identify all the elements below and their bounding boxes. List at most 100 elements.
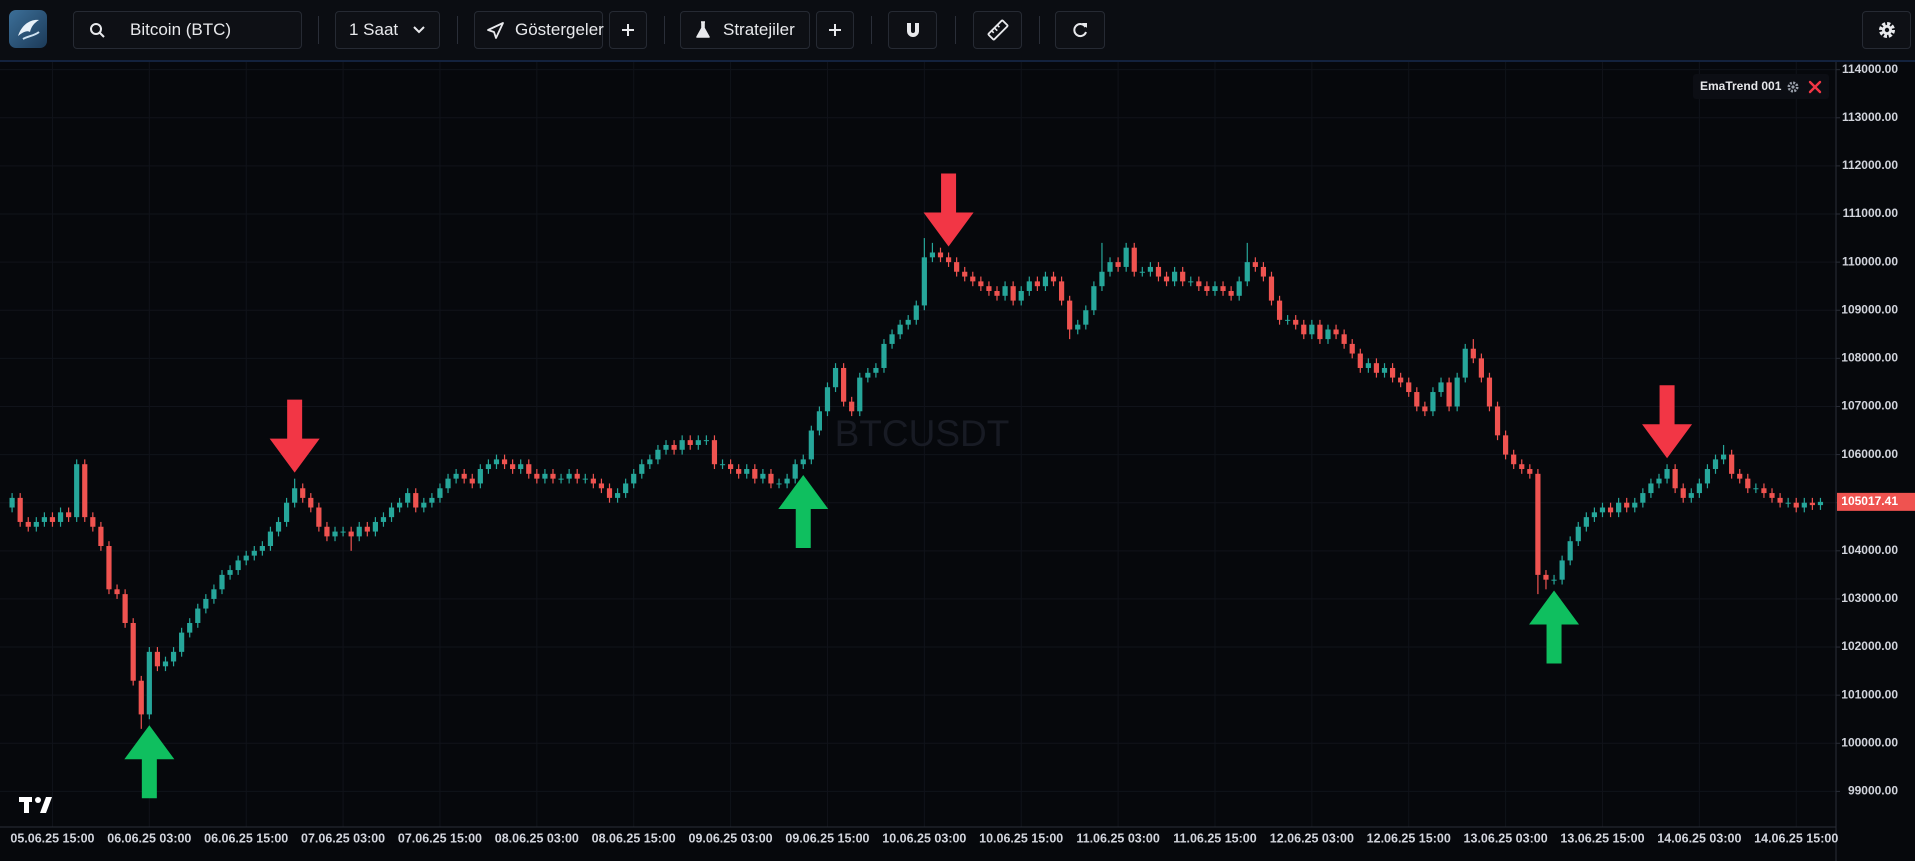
candle-body <box>243 555 249 561</box>
candle-body <box>98 526 104 547</box>
candle-body <box>259 546 265 551</box>
candle-body <box>534 473 540 479</box>
candle-body <box>1163 276 1170 282</box>
symbol-text: Bitcoin (BTC) <box>130 20 232 39</box>
interval-select[interactable]: 1 Saat <box>335 11 440 49</box>
y-tick-label: 113000.00 <box>1842 110 1898 124</box>
candle-body <box>1422 406 1428 412</box>
y-tick-label: 106000.00 <box>1841 447 1898 461</box>
x-tick-label: 07.06.25 03:00 <box>301 831 385 845</box>
candle-body <box>1535 473 1541 575</box>
candle-body <box>905 319 911 325</box>
candle-body <box>1777 497 1783 503</box>
separator <box>955 16 956 44</box>
candle-body <box>1010 286 1016 301</box>
x-tick-label: 06.06.25 15:00 <box>204 831 288 845</box>
add-strategy-button[interactable] <box>816 11 854 49</box>
candle-body <box>122 594 128 623</box>
y-tick-label: 112000.00 <box>1842 158 1898 172</box>
magnet-icon <box>906 23 919 37</box>
candle-body <box>146 651 152 715</box>
price-axis-labels: 114000.00 113000.00 112000.00 111000.00 1100… <box>1836 62 1915 798</box>
candle-body <box>1083 310 1089 325</box>
chart-background <box>0 61 1915 861</box>
candle-body <box>469 478 475 484</box>
candle-body <box>510 464 516 470</box>
candle-body <box>1527 469 1533 474</box>
candle-body <box>1761 488 1767 494</box>
candle-body <box>832 367 839 388</box>
legend-close-icon[interactable] <box>1808 80 1822 94</box>
last-price-label: 105017.41 <box>1841 494 1898 508</box>
candle-body <box>1632 502 1638 508</box>
candle-body <box>631 473 637 484</box>
candle-body <box>954 262 960 272</box>
candle-body <box>1486 377 1493 407</box>
candle-body <box>130 622 136 681</box>
candle-body <box>881 343 887 368</box>
y-tick-label: 107000.00 <box>1841 399 1898 413</box>
candle-body <box>719 464 726 466</box>
sell-arrow <box>269 399 320 473</box>
indicators-text: Göstergeler <box>515 20 604 39</box>
x-tick-label: 13.06.25 03:00 <box>1464 831 1548 845</box>
x-tick-label: 12.06.25 15:00 <box>1367 831 1451 845</box>
candle-body <box>1115 262 1121 267</box>
candle-body <box>1672 469 1678 489</box>
candle-body <box>9 497 15 508</box>
strategies-button[interactable]: Stratejiler <box>680 11 810 49</box>
refresh-button[interactable] <box>1055 11 1105 49</box>
last-price-badge <box>1837 492 1915 511</box>
candle-body <box>380 517 387 522</box>
candle-body <box>275 521 282 532</box>
tv-logo <box>19 797 52 813</box>
candle-body <box>372 521 378 532</box>
candle-body <box>1067 300 1073 330</box>
candle-body <box>1704 469 1711 484</box>
candle-body <box>1268 276 1275 301</box>
legend-settings-icon[interactable] <box>1787 81 1799 93</box>
x-tick-label: 10.06.25 15:00 <box>979 831 1063 845</box>
candle-body <box>558 478 564 480</box>
candle-body <box>1624 502 1630 508</box>
candle-body <box>1276 300 1283 320</box>
candle-body <box>397 502 403 508</box>
candle-body <box>574 473 580 479</box>
candle-body <box>235 560 241 571</box>
indicators-button[interactable]: Göstergeler <box>474 11 604 49</box>
sell-arrow <box>923 173 974 247</box>
strategies-icon <box>696 21 710 38</box>
candle-body <box>663 444 669 450</box>
settings-button[interactable] <box>1862 11 1911 49</box>
y-tick-label: 104000.00 <box>1841 543 1898 557</box>
logo[interactable] <box>9 10 47 48</box>
candle-body <box>703 440 709 442</box>
logo-icon <box>18 19 40 40</box>
add-indicator-button[interactable] <box>609 11 647 49</box>
candle-body <box>1389 367 1396 378</box>
buy-arrow <box>124 725 175 799</box>
candle-body <box>300 488 306 498</box>
candle-body <box>1470 348 1476 359</box>
ruler-button[interactable] <box>973 11 1022 49</box>
x-tick-label: 08.06.25 03:00 <box>495 831 579 845</box>
candle-body <box>921 257 927 306</box>
candle-body <box>1720 454 1727 460</box>
candle-body <box>929 252 936 258</box>
candle-body <box>1381 367 1388 373</box>
candle-body <box>744 469 750 474</box>
candle-body <box>1406 382 1412 393</box>
candle-body <box>316 507 322 527</box>
y-tick-label: 100000.00 <box>1841 735 1898 749</box>
candle-body <box>1503 435 1509 455</box>
symbol-search[interactable]: Bitcoin (BTC) <box>73 11 302 49</box>
candle-body <box>1252 262 1258 267</box>
plus-icon <box>622 24 634 36</box>
magnet-button[interactable] <box>888 11 937 49</box>
candle-body <box>1155 266 1162 277</box>
candle-body <box>1333 329 1339 335</box>
candle-body <box>1228 290 1234 296</box>
candle-body <box>17 497 23 522</box>
